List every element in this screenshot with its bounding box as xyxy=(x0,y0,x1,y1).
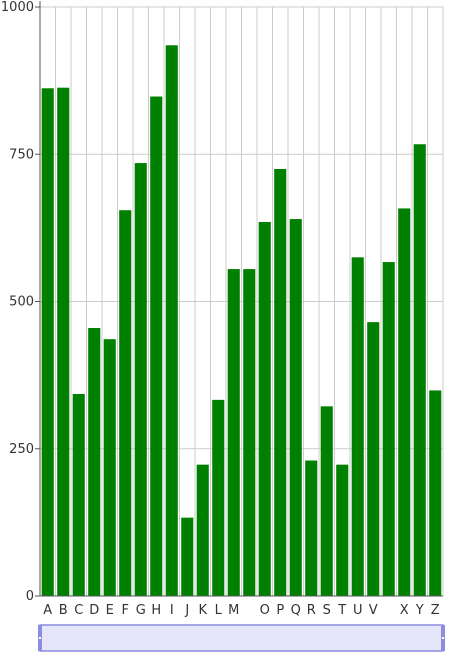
x-tick-label: L xyxy=(215,603,223,618)
y-tick-label: 750 xyxy=(9,147,34,162)
x-tick-label: G xyxy=(136,603,146,618)
x-tick-label: M xyxy=(228,603,239,618)
x-tick-label: P xyxy=(276,603,284,618)
scrollbar-track[interactable] xyxy=(39,624,444,652)
y-tick-label: 500 xyxy=(9,295,34,310)
x-tick-label: Y xyxy=(415,603,424,618)
bar-A xyxy=(41,88,54,596)
x-tick-label: U xyxy=(353,603,363,618)
bar-W xyxy=(382,262,395,596)
bar-F xyxy=(119,210,132,596)
bar-I xyxy=(165,45,178,596)
bar-B xyxy=(57,87,70,596)
bar-series xyxy=(41,45,442,597)
x-tick-label: B xyxy=(59,603,68,618)
x-tick-label: Q xyxy=(291,603,301,618)
scrollbar-right-grip xyxy=(442,637,444,639)
bar-U xyxy=(351,257,364,596)
scrollbar-left-grip xyxy=(39,637,41,639)
x-tick-label: R xyxy=(307,603,316,618)
x-tick-label: E xyxy=(106,603,114,618)
axes xyxy=(39,1,443,597)
x-tick-label: O xyxy=(260,603,270,618)
x-tick-label: D xyxy=(89,603,99,618)
y-tick-labels: 0 250 500 750 1000 xyxy=(1,0,40,604)
x-tick-label: X xyxy=(400,603,409,618)
bar-Z xyxy=(429,390,442,596)
bar-N xyxy=(243,269,256,596)
bar-K xyxy=(196,464,209,596)
x-tick-label: F xyxy=(122,603,129,618)
bar-Q xyxy=(289,219,302,597)
bar-S xyxy=(320,406,333,596)
bar-X xyxy=(398,208,411,596)
y-tick-label: 1000 xyxy=(1,0,34,15)
bar-P xyxy=(274,168,287,597)
x-tick-label: K xyxy=(198,603,207,618)
horizontal-scrollbar[interactable] xyxy=(38,624,445,652)
x-tick-label: T xyxy=(337,603,346,618)
x-tick-label: A xyxy=(43,603,52,618)
x-tick-label: V xyxy=(369,603,378,618)
y-tick-label: 0 xyxy=(26,589,34,604)
bar-H xyxy=(150,96,163,596)
bar-L xyxy=(212,399,225,596)
bar-V xyxy=(367,322,380,596)
bar-T xyxy=(336,464,349,596)
bar-D xyxy=(88,328,101,596)
bar-G xyxy=(134,163,147,596)
x-tick-label: I xyxy=(170,603,174,618)
bar-E xyxy=(103,339,116,596)
x-tick-label: Z xyxy=(431,603,440,618)
bar-R xyxy=(305,460,318,596)
bar-M xyxy=(227,269,240,596)
x-tick-label: J xyxy=(184,603,189,618)
bar-C xyxy=(72,393,85,596)
x-tick-label: H xyxy=(151,603,161,618)
y-tick-label: 250 xyxy=(9,442,34,457)
bar-O xyxy=(258,221,271,597)
x-tick-label: C xyxy=(74,603,83,618)
bar-J xyxy=(181,517,194,596)
x-tick-label: S xyxy=(323,603,331,618)
bar-Y xyxy=(413,144,426,597)
